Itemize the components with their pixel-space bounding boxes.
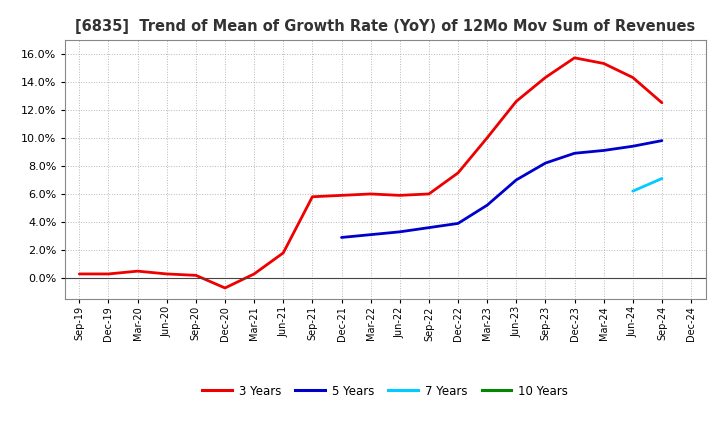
5 Years <box>483 202 492 208</box>
3 Years <box>337 193 346 198</box>
3 Years <box>192 273 200 278</box>
Line: 7 Years: 7 Years <box>633 179 662 191</box>
3 Years <box>425 191 433 197</box>
5 Years <box>599 148 608 153</box>
3 Years <box>133 268 142 274</box>
5 Years <box>657 138 666 143</box>
5 Years <box>570 150 579 156</box>
7 Years <box>629 188 637 194</box>
3 Years <box>308 194 317 199</box>
3 Years <box>75 271 84 277</box>
3 Years <box>541 75 550 80</box>
Line: 3 Years: 3 Years <box>79 58 662 288</box>
5 Years <box>425 225 433 230</box>
Title: [6835]  Trend of Mean of Growth Rate (YoY) of 12Mo Mov Sum of Revenues: [6835] Trend of Mean of Growth Rate (YoY… <box>75 19 696 34</box>
5 Years <box>366 232 375 237</box>
3 Years <box>512 99 521 104</box>
3 Years <box>483 135 492 140</box>
5 Years <box>337 235 346 240</box>
3 Years <box>366 191 375 197</box>
5 Years <box>395 229 404 235</box>
3 Years <box>657 100 666 106</box>
3 Years <box>454 170 462 176</box>
3 Years <box>104 271 113 277</box>
3 Years <box>250 271 258 277</box>
7 Years <box>657 176 666 181</box>
3 Years <box>629 75 637 80</box>
3 Years <box>599 61 608 66</box>
3 Years <box>163 271 171 277</box>
Legend: 3 Years, 5 Years, 7 Years, 10 Years: 3 Years, 5 Years, 7 Years, 10 Years <box>197 380 573 402</box>
3 Years <box>395 193 404 198</box>
3 Years <box>220 285 229 290</box>
5 Years <box>629 143 637 149</box>
5 Years <box>512 177 521 183</box>
Line: 5 Years: 5 Years <box>341 141 662 238</box>
5 Years <box>454 221 462 226</box>
5 Years <box>541 161 550 166</box>
3 Years <box>279 250 287 256</box>
3 Years <box>570 55 579 60</box>
